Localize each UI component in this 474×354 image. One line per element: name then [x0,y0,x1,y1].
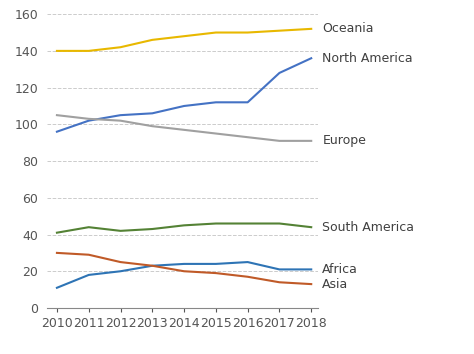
Text: North America: North America [322,52,413,65]
Text: Europe: Europe [322,135,366,147]
Text: Africa: Africa [322,263,358,276]
Text: South America: South America [322,221,414,234]
Text: Oceania: Oceania [322,22,374,35]
Text: Asia: Asia [322,278,348,291]
